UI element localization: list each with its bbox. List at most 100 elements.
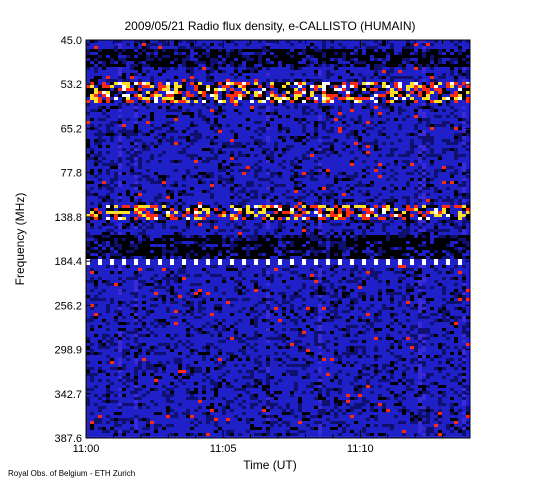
heatmap-cell <box>250 124 254 127</box>
heatmap-cell <box>390 172 394 175</box>
heatmap-cell <box>90 184 94 187</box>
heatmap-cell <box>246 190 250 193</box>
heatmap-cell <box>390 133 394 136</box>
heatmap-cell <box>422 112 426 115</box>
heatmap-cell <box>282 61 286 64</box>
heatmap-cell <box>162 55 166 58</box>
heatmap-cell <box>110 46 114 49</box>
heatmap-cell <box>406 121 410 124</box>
heatmap-cell <box>302 175 306 178</box>
heatmap-cell <box>382 163 386 166</box>
heatmap-cell <box>330 85 334 88</box>
heatmap-cell <box>334 55 338 58</box>
heatmap-cell <box>226 43 230 46</box>
heatmap-cell <box>390 55 394 58</box>
heatmap-cell <box>130 52 134 55</box>
heatmap-cell <box>110 166 114 169</box>
heatmap-cell <box>126 73 130 76</box>
heatmap-cell <box>182 79 186 82</box>
heatmap-cell <box>274 52 278 55</box>
heatmap-cell <box>102 145 106 148</box>
heatmap-cell <box>366 148 370 151</box>
heatmap-cell <box>94 79 98 82</box>
heatmap-cell <box>262 73 266 76</box>
heatmap-cell <box>290 160 294 163</box>
heatmap-cell <box>166 139 170 142</box>
heatmap-cell <box>346 118 350 121</box>
heatmap-cell <box>90 91 94 94</box>
heatmap-cell <box>442 112 446 115</box>
heatmap-cell <box>230 133 234 136</box>
heatmap-cell <box>98 175 102 178</box>
heatmap-cell <box>366 163 370 166</box>
heatmap-cell <box>154 142 158 145</box>
heatmap-cell <box>94 49 98 52</box>
heatmap-cell <box>290 190 294 193</box>
heatmap-cell <box>294 91 298 94</box>
heatmap-cell <box>226 70 230 73</box>
heatmap-cell <box>358 73 362 76</box>
heatmap-cell <box>410 79 414 82</box>
heatmap-cell <box>318 112 322 115</box>
heatmap-cell <box>202 97 206 100</box>
heatmap-cell <box>378 70 382 73</box>
heatmap-cell <box>462 124 466 127</box>
heatmap-cell <box>234 49 238 52</box>
heatmap-cell <box>198 58 202 61</box>
heatmap-cell <box>354 169 358 172</box>
heatmap-cell <box>122 100 126 103</box>
heatmap-cell <box>190 76 194 79</box>
heatmap-cell <box>322 43 326 46</box>
heatmap-cell <box>198 94 202 97</box>
heatmap-cell <box>250 178 254 181</box>
heatmap-cell <box>342 181 346 184</box>
heatmap-cell <box>218 187 222 190</box>
heatmap-cell <box>406 172 410 175</box>
heatmap-cell <box>254 193 258 196</box>
heatmap-cell <box>362 169 366 172</box>
heatmap-cell <box>174 184 178 187</box>
heatmap-cell <box>114 142 118 145</box>
heatmap-cell <box>214 160 218 163</box>
heatmap-cell <box>430 181 434 184</box>
heatmap-cell <box>138 106 142 109</box>
heatmap-cell <box>106 70 110 73</box>
heatmap-cell <box>386 43 390 46</box>
heatmap-cell <box>398 124 402 127</box>
heatmap-cell <box>146 181 150 184</box>
heatmap-cell <box>418 127 422 130</box>
heatmap-cell <box>294 175 298 178</box>
heatmap-cell <box>366 139 370 142</box>
heatmap-cell <box>182 52 186 55</box>
heatmap-cell <box>466 154 470 157</box>
heatmap-cell <box>302 82 306 85</box>
heatmap-cell <box>178 181 182 184</box>
heatmap-cell <box>150 79 154 82</box>
heatmap-cell <box>242 190 246 193</box>
heatmap-cell <box>298 157 302 160</box>
heatmap-cell <box>302 181 306 184</box>
heatmap-cell <box>306 109 310 112</box>
heatmap-cell <box>402 124 406 127</box>
heatmap-cell <box>290 40 294 43</box>
heatmap-cell <box>454 133 458 136</box>
heatmap-cell <box>166 49 170 52</box>
heatmap-cell <box>218 94 222 97</box>
heatmap-cell <box>158 142 162 145</box>
heatmap-cell <box>246 61 250 64</box>
heatmap-cell <box>90 127 94 130</box>
heatmap-cell <box>130 103 134 106</box>
heatmap-cell <box>98 172 102 175</box>
heatmap-cell <box>390 190 394 193</box>
heatmap-cell <box>326 88 330 91</box>
heatmap-cell <box>242 136 246 139</box>
heatmap-cell <box>370 187 374 190</box>
heatmap-cell <box>118 145 122 148</box>
heatmap-cell <box>98 169 102 172</box>
heatmap-cell <box>458 187 462 190</box>
heatmap-cell <box>258 103 262 106</box>
heatmap-cell <box>450 175 454 178</box>
heatmap-cell <box>322 121 326 124</box>
heatmap-cell <box>302 190 306 193</box>
heatmap-cell <box>382 67 386 70</box>
